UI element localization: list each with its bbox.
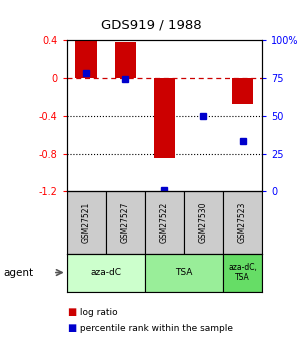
- Text: GSM27522: GSM27522: [160, 202, 169, 243]
- Bar: [75, 40, 97, 78]
- Bar: [67, 191, 106, 254]
- Bar: [154, 78, 175, 158]
- Text: TSA: TSA: [175, 268, 193, 277]
- Text: GSM27523: GSM27523: [238, 202, 247, 243]
- Text: log ratio: log ratio: [77, 308, 118, 317]
- Text: aza-dC: aza-dC: [90, 268, 121, 277]
- Text: ■: ■: [67, 307, 76, 317]
- Bar: [232, 78, 253, 104]
- Text: GSM27527: GSM27527: [121, 202, 130, 243]
- Text: GSM27521: GSM27521: [82, 202, 91, 243]
- Bar: [106, 191, 145, 254]
- Bar: [145, 254, 223, 292]
- Bar: [67, 254, 145, 292]
- Text: GSM27530: GSM27530: [199, 202, 208, 243]
- Bar: [115, 41, 136, 78]
- Text: agent: agent: [3, 268, 33, 277]
- Text: percentile rank within the sample: percentile rank within the sample: [77, 324, 233, 333]
- Text: GDS919 / 1988: GDS919 / 1988: [101, 19, 202, 32]
- Text: aza-dC,
TSA: aza-dC, TSA: [228, 263, 257, 282]
- Text: ■: ■: [67, 324, 76, 333]
- Bar: [223, 191, 262, 254]
- Bar: [223, 254, 262, 292]
- Bar: [145, 191, 184, 254]
- Bar: [184, 191, 223, 254]
